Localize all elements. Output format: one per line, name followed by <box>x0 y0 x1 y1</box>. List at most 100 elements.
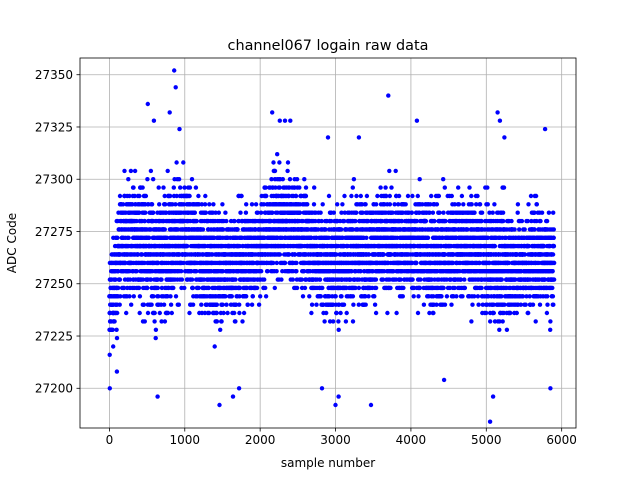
data-point <box>262 277 266 281</box>
data-point <box>190 277 194 281</box>
data-point <box>250 303 254 307</box>
data-point <box>334 294 338 298</box>
data-point <box>388 202 392 206</box>
data-point <box>168 194 172 198</box>
data-point <box>288 177 292 181</box>
data-point <box>237 311 241 315</box>
data-point <box>283 261 287 265</box>
data-point <box>244 294 248 298</box>
data-point <box>441 211 445 215</box>
data-point <box>223 294 227 298</box>
data-point <box>151 211 155 215</box>
data-point <box>273 169 277 173</box>
data-point <box>215 319 219 323</box>
data-point <box>152 319 156 323</box>
data-point <box>470 303 474 307</box>
data-point <box>169 303 173 307</box>
data-point <box>295 177 299 181</box>
data-point <box>281 177 285 181</box>
data-point <box>126 177 130 181</box>
data-point <box>163 202 167 206</box>
data-point <box>218 328 222 332</box>
chart-title: channel067 logain raw data <box>228 38 429 54</box>
data-point <box>416 194 420 198</box>
data-point <box>479 286 483 290</box>
data-point <box>127 236 131 240</box>
data-point <box>322 319 326 323</box>
data-point <box>140 185 144 189</box>
data-point <box>373 303 377 307</box>
data-point <box>149 169 153 173</box>
data-point <box>114 328 118 332</box>
data-point <box>124 311 128 315</box>
data-point <box>116 286 120 290</box>
data-point <box>457 202 461 206</box>
data-point <box>204 211 208 215</box>
data-point <box>151 294 155 298</box>
data-point <box>414 261 418 265</box>
data-point <box>372 294 376 298</box>
data-point <box>239 194 243 198</box>
data-point <box>118 194 122 198</box>
data-point <box>365 194 369 198</box>
data-point <box>143 319 147 323</box>
data-point <box>179 269 183 273</box>
data-point <box>383 185 387 189</box>
data-point <box>340 202 344 206</box>
data-point <box>188 185 192 189</box>
data-point <box>437 194 441 198</box>
data-point <box>143 211 147 215</box>
data-point <box>307 294 311 298</box>
data-point <box>364 303 368 307</box>
data-point <box>238 211 242 215</box>
data-point <box>445 294 449 298</box>
data-point <box>463 286 467 290</box>
data-point <box>351 185 355 189</box>
data-point <box>339 227 343 231</box>
data-point <box>254 202 258 206</box>
data-point <box>279 277 283 281</box>
data-point <box>273 286 277 290</box>
data-point <box>305 202 309 206</box>
data-point <box>187 311 191 315</box>
data-point <box>207 311 211 315</box>
data-point <box>131 185 135 189</box>
data-point <box>397 194 401 198</box>
data-point <box>285 169 289 173</box>
data-point <box>129 303 133 307</box>
data-point <box>291 277 295 281</box>
data-point <box>389 185 393 189</box>
data-point <box>354 211 358 215</box>
data-point <box>472 211 476 215</box>
data-point <box>138 311 142 315</box>
data-point <box>275 261 279 265</box>
data-point <box>374 202 378 206</box>
data-point <box>324 311 328 315</box>
data-point <box>470 202 474 206</box>
data-point <box>203 202 207 206</box>
data-point <box>303 286 307 290</box>
data-point <box>309 311 313 315</box>
data-point <box>321 202 325 206</box>
data-point <box>418 277 422 281</box>
data-point <box>475 194 479 198</box>
data-point <box>410 194 414 198</box>
data-point <box>437 211 441 215</box>
data-point <box>221 311 225 315</box>
data-point <box>388 194 392 198</box>
data-point <box>199 303 203 307</box>
data-point <box>225 311 229 315</box>
data-point <box>357 286 361 290</box>
data-point <box>462 277 466 281</box>
data-point <box>318 277 322 281</box>
data-point <box>388 286 392 290</box>
data-point <box>352 177 356 181</box>
data-point <box>259 269 263 273</box>
data-point <box>426 236 430 240</box>
data-point <box>467 185 471 189</box>
data-point <box>439 294 443 298</box>
data-point <box>401 294 405 298</box>
data-point <box>441 286 445 290</box>
data-point <box>259 211 263 215</box>
